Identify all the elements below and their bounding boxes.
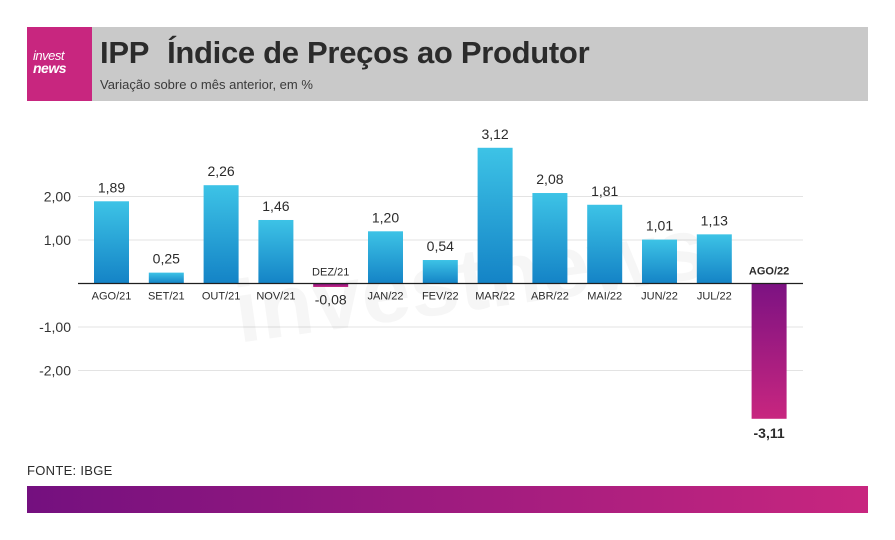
bar <box>696 234 732 284</box>
bar <box>477 147 513 284</box>
x-tick-label: JAN/22 <box>367 291 403 303</box>
bar <box>532 193 568 284</box>
x-tick-label: OUT/21 <box>202 291 241 303</box>
x-tick-label: FEV/22 <box>422 291 459 303</box>
watermark: investnews <box>228 197 712 361</box>
data-label: 1,13 <box>701 212 728 228</box>
x-tick-label: JUN/22 <box>641 291 678 303</box>
y-tick-label: -1,00 <box>39 319 71 335</box>
bar <box>642 239 677 284</box>
bar <box>148 272 184 284</box>
x-tick-label: AGO/21 <box>92 291 132 303</box>
page-title: IPP Índice de Preços ao Produtor <box>100 35 590 71</box>
footer-bar <box>27 486 868 513</box>
logo-text-news: news <box>33 60 67 76</box>
header-band: invest news IPP Índice de Preços ao Produ… <box>27 27 868 101</box>
investnews-logo: invest news <box>27 27 92 101</box>
data-label: 2,26 <box>207 163 234 179</box>
x-tick-label: MAI/22 <box>587 291 622 303</box>
x-tick-label: DEZ/21 <box>312 267 349 279</box>
title-text: Índice de Preços ao Produtor <box>167 35 590 70</box>
x-tick-label: SET/21 <box>148 291 185 303</box>
title-code: IPP <box>100 35 150 70</box>
data-label: 3,12 <box>481 126 508 142</box>
data-label: 1,89 <box>98 179 125 195</box>
x-tick-label: NOV/21 <box>256 291 295 303</box>
data-label: 1,81 <box>591 183 618 199</box>
x-tick-label: JUL/22 <box>697 291 732 303</box>
logo-text-invest: invest <box>33 48 64 63</box>
bar <box>313 283 349 287</box>
bar <box>258 219 294 284</box>
data-label: -0,08 <box>315 292 347 308</box>
x-tick-label: MAR/22 <box>475 291 515 303</box>
bar <box>751 283 787 419</box>
page-subtitle: Variação sobre o mês anterior, em % <box>100 77 313 92</box>
x-tick-label: AGO/22 <box>749 266 789 278</box>
bar <box>203 185 239 284</box>
source-note: FONTE: IBGE <box>27 463 113 478</box>
bar <box>94 201 129 284</box>
y-tick-label: -2,00 <box>39 363 71 379</box>
bar <box>422 260 458 284</box>
data-label: 1,20 <box>372 209 399 225</box>
data-label: -3,11 <box>754 425 785 441</box>
data-label: 0,25 <box>153 251 180 267</box>
y-tick-label: 2,00 <box>44 189 71 205</box>
bar <box>368 231 403 284</box>
y-tick-label: 1,00 <box>44 232 71 248</box>
data-label: 1,01 <box>646 218 673 234</box>
x-tick-label: ABR/22 <box>531 291 569 303</box>
data-label: 1,46 <box>262 198 289 214</box>
data-label: 0,54 <box>427 238 454 254</box>
data-label: 2,08 <box>536 171 563 187</box>
bar <box>587 204 623 284</box>
